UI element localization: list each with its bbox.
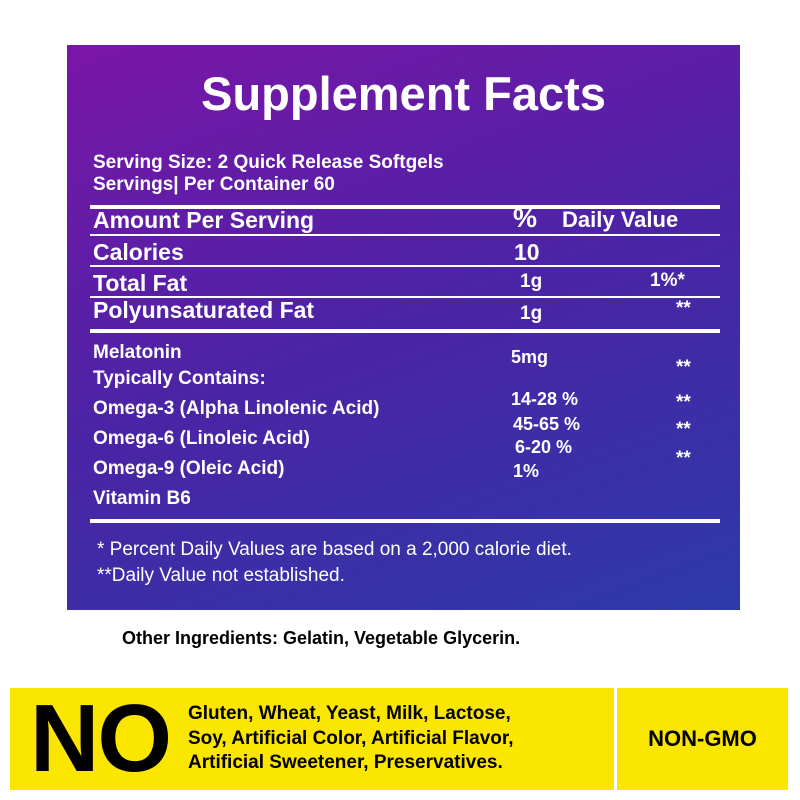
- ingredient-name: Omega-9 (Oleic Acid): [93, 458, 285, 479]
- allergen-line: Soy, Artificial Color, Artificial Flavor…: [188, 728, 514, 749]
- rule: [90, 296, 720, 298]
- footnote: * Percent Daily Values are based on a 2,…: [97, 539, 572, 560]
- title: Supplement Facts: [201, 67, 606, 120]
- banner-divider: [614, 688, 617, 790]
- row-name: Total Fat: [93, 270, 188, 296]
- row-daily-value: 1%*: [650, 270, 685, 291]
- non-gmo-badge: NON-GMO: [648, 726, 757, 751]
- servings: Servings| Per Container 60: [93, 174, 335, 195]
- ingredient-amount: 45-65 %: [513, 414, 581, 434]
- row-amount: 1g: [520, 303, 543, 324]
- rule: [90, 265, 720, 267]
- rule: [90, 234, 720, 236]
- ingredient-name: Typically Contains:: [93, 368, 266, 389]
- ingredient-name: Omega-3 (Alpha Linolenic Acid): [93, 398, 380, 419]
- banner: [10, 688, 788, 790]
- banner-no: NO: [30, 685, 172, 792]
- ingredient-amount: 1%: [513, 461, 540, 481]
- column-header: %: [513, 203, 538, 233]
- row-amount: 1g: [520, 271, 543, 292]
- ingredient-daily-value: **: [676, 392, 691, 413]
- ingredient-name: Melatonin: [93, 342, 182, 363]
- ingredient-daily-value: **: [676, 419, 691, 440]
- row-amount: 10: [514, 239, 540, 265]
- rule: [90, 205, 720, 209]
- facts-panel: [67, 45, 740, 610]
- other-ingredients: Other Ingredients: Gelatin, Vegetable Gl…: [122, 628, 521, 648]
- row-name: Polyunsaturated Fat: [93, 297, 315, 323]
- rule: [90, 519, 720, 523]
- column-header: Amount Per Serving: [93, 207, 315, 233]
- rule: [90, 329, 720, 333]
- column-header: Daily Value: [562, 207, 679, 232]
- row-name: Calories: [93, 239, 184, 265]
- ingredient-name: Omega-6 (Linoleic Acid): [93, 428, 310, 449]
- ingredient-name: Vitamin B6: [93, 488, 191, 509]
- ingredient-amount: 5mg: [511, 347, 549, 367]
- ingredient-amount: 14-28 %: [511, 389, 579, 409]
- ingredient-daily-value: **: [676, 357, 691, 378]
- ingredient-daily-value: **: [676, 448, 691, 469]
- allergen-line: Gluten, Wheat, Yeast, Milk, Lactose,: [188, 703, 511, 724]
- ingredient-amount: 6-20 %: [515, 437, 573, 457]
- footnote: **Daily Value not established.: [97, 565, 345, 586]
- serving-size: Serving Size: 2 Quick Release Softgels: [93, 152, 444, 173]
- allergen-line: Artificial Sweetener, Preservatives.: [188, 752, 503, 773]
- row-daily-value: **: [676, 298, 691, 319]
